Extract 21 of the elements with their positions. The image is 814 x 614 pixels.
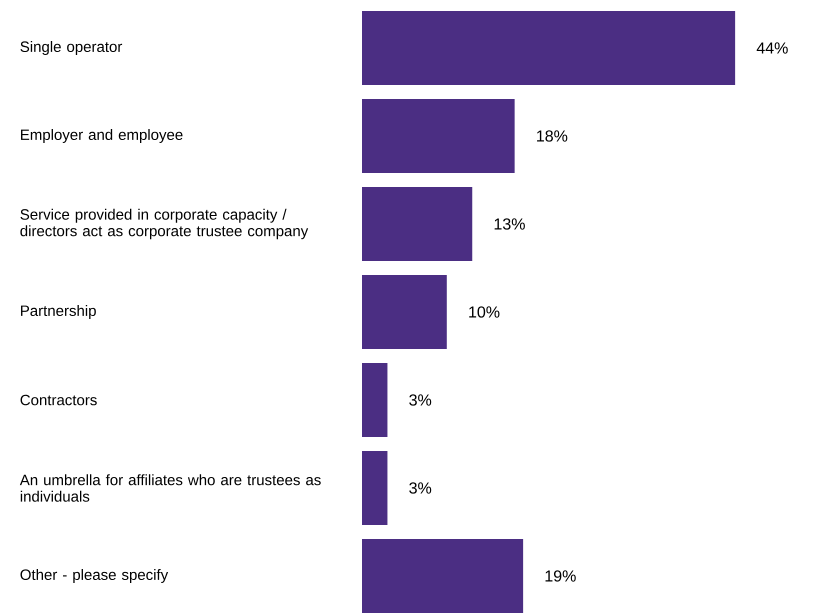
bar bbox=[362, 539, 524, 614]
bar bbox=[362, 363, 388, 438]
y-tick-label: Service provided in corporate capacity / directors act as corporate trustee company bbox=[20, 208, 308, 240]
data-label: 19% bbox=[546, 570, 576, 582]
y-tick-label: Partnership bbox=[21, 305, 96, 319]
y-tick-label: An umbrella for affiliates who are trustees as individuals bbox=[20, 474, 321, 502]
bar bbox=[362, 187, 472, 262]
y-tick-label: Employer and employee bbox=[21, 129, 183, 143]
y-tick-label: Single operator bbox=[20, 41, 122, 55]
data-label: 3% bbox=[409, 394, 432, 406]
bar bbox=[362, 451, 388, 526]
data-label: 13% bbox=[494, 218, 525, 230]
data-label: 10% bbox=[469, 306, 500, 318]
data-label: 44% bbox=[756, 42, 788, 54]
data-label: 3% bbox=[409, 482, 432, 494]
bar bbox=[362, 275, 447, 350]
bar bbox=[362, 11, 736, 85]
y-tick-label: Other - please specify bbox=[20, 569, 168, 583]
data-label: 18% bbox=[537, 130, 568, 142]
y-tick-label: Contractors bbox=[20, 394, 97, 406]
bar bbox=[362, 99, 515, 173]
